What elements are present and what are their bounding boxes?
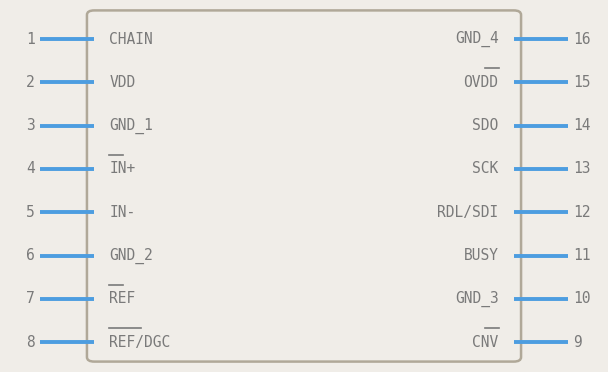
- Text: 4: 4: [26, 161, 35, 176]
- Text: VDD: VDD: [109, 75, 136, 90]
- Text: SDO: SDO: [472, 118, 499, 133]
- Text: 1: 1: [26, 32, 35, 46]
- Text: CHAIN: CHAIN: [109, 32, 153, 46]
- Text: GND_1: GND_1: [109, 118, 153, 134]
- Text: IN-: IN-: [109, 205, 136, 220]
- Text: 3: 3: [26, 118, 35, 133]
- Text: BUSY: BUSY: [463, 248, 499, 263]
- Text: 5: 5: [26, 205, 35, 220]
- Text: RDL/SDI: RDL/SDI: [437, 205, 499, 220]
- Text: GND_4: GND_4: [455, 31, 499, 47]
- Text: REF: REF: [109, 291, 136, 307]
- Text: 7: 7: [26, 291, 35, 307]
- Text: REF/DGC: REF/DGC: [109, 335, 171, 350]
- Text: 12: 12: [573, 205, 591, 220]
- FancyBboxPatch shape: [87, 10, 521, 362]
- Text: 13: 13: [573, 161, 591, 176]
- Text: GND_3: GND_3: [455, 291, 499, 307]
- Text: 2: 2: [26, 75, 35, 90]
- Text: 8: 8: [26, 335, 35, 350]
- Text: GND_2: GND_2: [109, 247, 153, 264]
- Text: SCK: SCK: [472, 161, 499, 176]
- Text: 15: 15: [573, 75, 591, 90]
- Text: 14: 14: [573, 118, 591, 133]
- Text: IN+: IN+: [109, 161, 136, 176]
- Text: OVDD: OVDD: [463, 75, 499, 90]
- Text: 10: 10: [573, 291, 591, 307]
- Text: 11: 11: [573, 248, 591, 263]
- Text: 16: 16: [573, 32, 591, 46]
- Text: 9: 9: [573, 335, 582, 350]
- Text: CNV: CNV: [472, 335, 499, 350]
- Text: 6: 6: [26, 248, 35, 263]
